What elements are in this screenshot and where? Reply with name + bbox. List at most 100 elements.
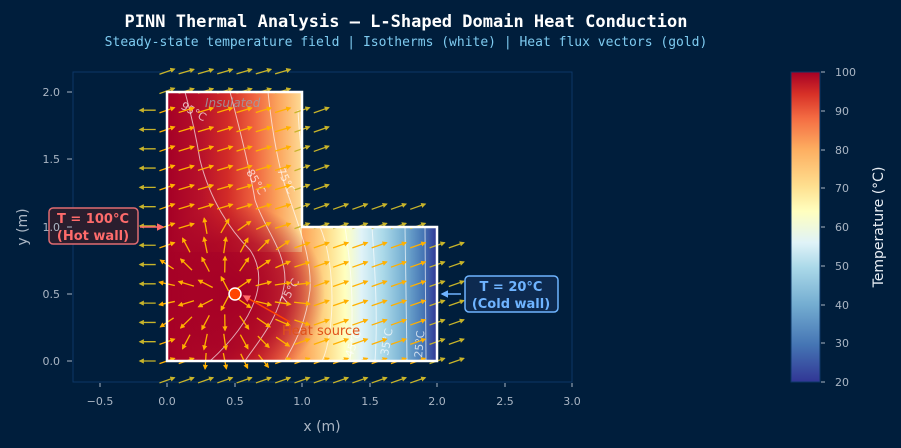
flux-arrow (390, 337, 408, 345)
colorbar-tick: 100 (835, 66, 856, 79)
flux-arrow (410, 299, 427, 307)
flux-arrow (217, 183, 234, 191)
flux-arrow (178, 68, 195, 75)
cold-wall-box (464, 275, 559, 313)
flux-arrow (313, 318, 330, 326)
heat-source-arrow (242, 295, 291, 323)
flux-arrow (255, 106, 273, 114)
flux-arrow (239, 237, 249, 253)
flux-arrow (332, 376, 350, 384)
flux-arrow (274, 106, 292, 114)
flux-arrow (332, 280, 350, 288)
flux-arrow (332, 241, 350, 249)
flux-arrow (371, 299, 388, 307)
flux-arrow (178, 203, 195, 210)
flux-arrow (352, 241, 369, 249)
flux-arrow (332, 260, 350, 268)
flux-arrow (236, 203, 253, 210)
flux-arrow (217, 203, 234, 210)
flux-arrow (236, 125, 253, 133)
flux-arrow (390, 241, 408, 249)
heat-source-label: Heat source (282, 324, 360, 339)
y-axis-label: y (m) (15, 208, 31, 245)
flux-arrow (178, 222, 195, 229)
flux-arrow (181, 334, 191, 350)
flux-arrow (275, 240, 291, 251)
flux-arrow (313, 125, 330, 133)
x-tick: 2.0 (428, 395, 446, 408)
flux-arrow (178, 183, 195, 191)
flux-arrow (313, 299, 330, 307)
flux-arrow (236, 68, 253, 75)
flux-arrow (236, 376, 253, 384)
flux-arrow (255, 145, 273, 152)
flux-arrow (237, 278, 252, 289)
y-tick: 1.0 (43, 221, 61, 234)
flux-arrow (294, 319, 311, 327)
chart-subtitle: Steady-state temperature field | Isother… (104, 35, 708, 50)
flux-arrow (332, 202, 350, 210)
flux-arrow (390, 280, 408, 288)
flux-arrow (197, 68, 215, 75)
flux-arrow (274, 222, 292, 229)
colorbar-label: Temperature (°C) (871, 167, 887, 289)
flux-arrow (274, 68, 292, 75)
flux-arrow (410, 241, 427, 249)
flux-arrow (313, 241, 330, 249)
flux-arrow (236, 145, 253, 152)
cold-wall-label-line1: T = 20°C (480, 280, 543, 295)
flux-arrow (255, 300, 273, 307)
flux-arrow (222, 236, 228, 254)
flux-arrow (237, 220, 252, 232)
flux-arrow (179, 316, 193, 329)
y-axis (67, 91, 72, 362)
flux-arrow (448, 337, 465, 345)
flux-arrow (178, 376, 195, 384)
flux-arrow (294, 280, 312, 287)
flux-arrow (274, 164, 292, 172)
flux-arrow (197, 298, 213, 308)
flux-arrow (197, 145, 215, 152)
flux-arrow (255, 376, 272, 384)
flux-arrow (257, 335, 270, 349)
colorbar-ticks (821, 71, 825, 383)
flux-arrow (236, 183, 253, 191)
colorbar (790, 71, 821, 383)
flux-arrow (371, 318, 388, 326)
flux-arrow (371, 202, 388, 210)
flux-arrow (352, 202, 369, 210)
flux-arrow (410, 318, 427, 326)
flux-arrow (371, 260, 388, 268)
flux-arrow (237, 298, 252, 309)
flux-arrow (274, 203, 292, 210)
colorbar-tick: 40 (835, 299, 849, 312)
flux-arrow (410, 280, 427, 288)
flux-arrow (197, 203, 215, 210)
colorbar-tick: 60 (835, 221, 849, 234)
chart-title: PINN Thermal Analysis — L-Shaped Domain … (124, 12, 688, 32)
flux-arrow (371, 241, 388, 249)
flux-arrow (448, 280, 465, 288)
hot-wall-label-line2: (Hot wall) (57, 229, 129, 244)
flux-arrow (177, 280, 195, 287)
flux-arrow (332, 337, 350, 345)
flux-arrow (255, 203, 273, 210)
flux-arrow (274, 280, 292, 286)
flux-arrow (448, 299, 465, 307)
flux-arrow (236, 106, 253, 114)
x-tick: 0.5 (226, 395, 244, 408)
flux-arrow (255, 68, 273, 75)
flux-arrow (220, 275, 230, 292)
flux-arrow (197, 164, 215, 172)
flux-arrow (178, 164, 195, 172)
flux-arrow (202, 217, 208, 234)
flux-arrow (255, 221, 272, 230)
colorbar-tick: 90 (835, 105, 849, 118)
flux-arrow (179, 258, 193, 271)
flux-arrow (332, 318, 350, 326)
flux-arrow (197, 376, 215, 384)
flux-arrow (257, 238, 270, 252)
flux-arrow (313, 280, 330, 288)
flux-arrow (236, 164, 253, 172)
